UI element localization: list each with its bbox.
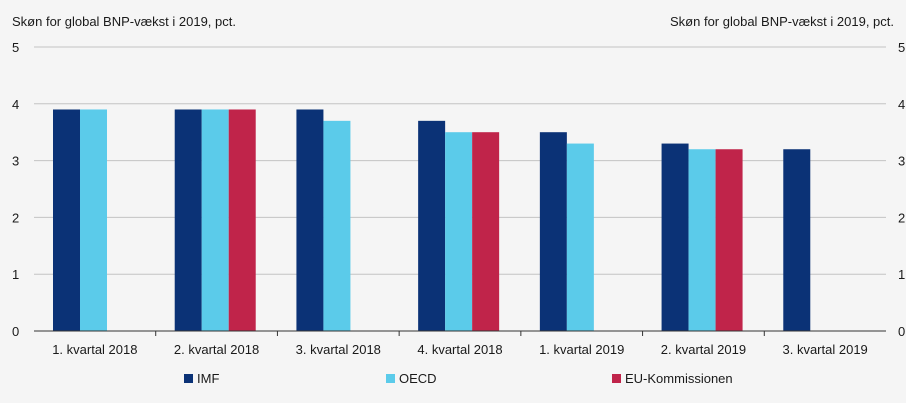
bar-oecd — [323, 120, 351, 331]
bar-eu-kommissionen — [715, 149, 743, 331]
bar-imf — [418, 120, 446, 331]
legend-label: IMF — [197, 371, 219, 386]
bar-oecd — [566, 143, 594, 331]
bars — [53, 109, 811, 331]
x-tick-label: 1. kvartal 2018 — [52, 342, 137, 357]
x-tick-label: 3. kvartal 2019 — [783, 342, 868, 357]
x-tick-label: 2. kvartal 2019 — [661, 342, 746, 357]
y-tick-label-left: 1 — [12, 267, 19, 282]
bar-oecd — [688, 149, 716, 331]
right-axis-title: Skøn for global BNP-vækst i 2019, pct. — [670, 14, 894, 29]
y-tick-label-left: 4 — [12, 97, 19, 112]
x-tick-label: 3. kvartal 2018 — [296, 342, 381, 357]
bar-imf — [53, 109, 80, 331]
x-tick-label: 2. kvartal 2018 — [174, 342, 259, 357]
y-tick-label-right: 4 — [898, 97, 905, 112]
legend-label: OECD — [399, 371, 437, 386]
y-tick-label-right: 0 — [898, 324, 905, 339]
bar-eu-kommissionen — [228, 109, 256, 331]
y-tick-label-right: 5 — [898, 40, 905, 55]
bar-imf — [174, 109, 202, 331]
y-tick-label-right: 3 — [898, 154, 905, 169]
bar-imf — [661, 143, 689, 331]
bar-oecd — [445, 132, 473, 331]
y-tick-label-left: 0 — [12, 324, 19, 339]
axes: 0 0 1 1 2 2 3 3 4 4 5 5 1. kvartal 2018 2. kvartal 20… — [12, 40, 905, 357]
x-tick-label: 1. kvartal 2019 — [539, 342, 624, 357]
legend-label: EU-Kommissionen — [625, 371, 733, 386]
bar-oecd — [201, 109, 229, 331]
bar-imf — [296, 109, 324, 331]
bar-eu-kommissionen — [472, 132, 500, 331]
x-tick-label: 4. kvartal 2018 — [417, 342, 502, 357]
legend: IMF OECD EU-Kommissionen — [184, 371, 733, 386]
bar-oecd — [80, 109, 107, 331]
y-tick-label-right: 1 — [898, 267, 905, 282]
y-tick-label-left: 5 — [12, 40, 19, 55]
y-tick-label-left: 2 — [12, 210, 19, 225]
bar-imf — [783, 149, 811, 331]
left-axis-title: Skøn for global BNP-vækst i 2019, pct. — [12, 14, 236, 29]
legend-swatch — [612, 374, 621, 383]
legend-swatch — [386, 374, 395, 383]
legend-swatch — [184, 374, 193, 383]
bar-imf — [539, 132, 567, 331]
y-tick-label-left: 3 — [12, 154, 19, 169]
y-tick-label-right: 2 — [898, 210, 905, 225]
